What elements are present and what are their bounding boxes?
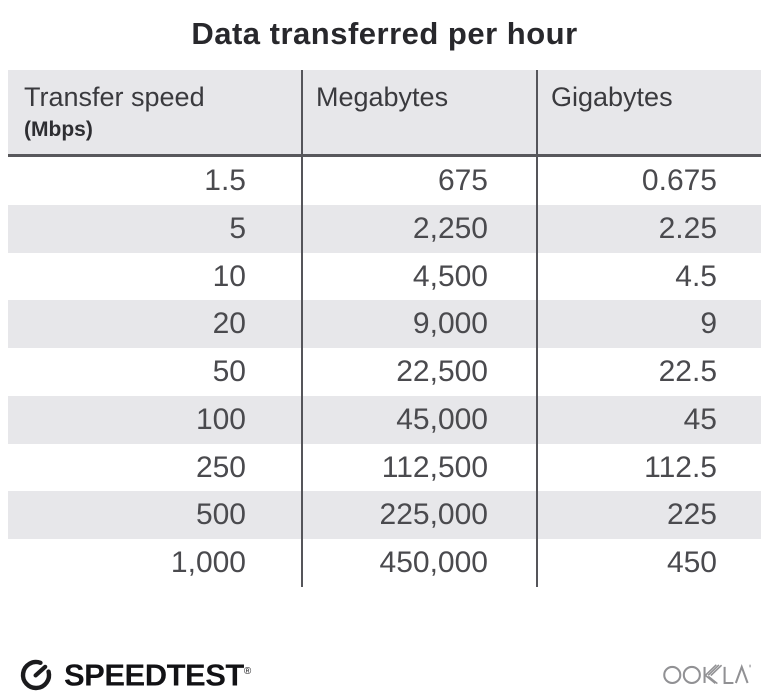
cell-speed: 10 [8,252,303,301]
cell-speed: 500 [8,491,303,540]
header-label-megabytes: Megabytes [316,82,449,112]
table-row: 5 2,250 2.25 [8,204,761,253]
cell-speed: 1.5 [8,157,303,205]
cell-megabytes: 22,500 [303,348,538,396]
cell-megabytes: 112,500 [303,443,538,492]
cell-megabytes: 450,000 [303,539,538,587]
page-title: Data transferred per hour [191,16,578,51]
speedtest-wordmark: SPEEDTEST® [64,657,251,693]
header-cell-gigabytes: Gigabytes [538,70,759,154]
speedtest-logo: SPEEDTEST® [16,652,251,695]
cell-speed: 5 [8,204,303,253]
table-row: 1.5 675 0.675 [8,157,761,205]
cell-gigabytes: 225 [666,498,717,532]
speedtest-gauge-icon [16,654,56,694]
cell-gigabytes: 112.5 [644,450,717,484]
cell-gigabytes: 2.25 [658,211,717,245]
cell-speed: 20 [8,300,303,349]
cell-speed: 1,000 [8,539,303,587]
cell-gigabytes: 45 [683,402,717,436]
ookla-wordmark-icon [663,663,751,685]
cell-gigabytes: 0.675 [641,164,717,197]
cell-gigabytes: 450 [666,546,717,580]
cell-megabytes: 2,250 [303,204,538,253]
cell-speed: 250 [8,443,303,492]
cell-megabytes: 45,000 [303,395,538,444]
data-table: Transfer speed (Mbps) Megabytes Gigabyte… [8,70,761,587]
registered-mark: ® [243,666,251,677]
header-cell-megabytes: Megabytes [303,70,538,154]
cell-speed: 100 [8,395,303,444]
header-sublabel-mbps: (Mbps) [24,118,93,142]
table-row: 50 22,500 22.5 [8,348,761,396]
table-row: 1,000 450,000 450 [8,539,761,587]
header-label-gigabytes: Gigabytes [551,82,673,112]
cell-megabytes: 9,000 [303,300,538,349]
cell-megabytes: 675 [303,157,538,205]
cell-gigabytes: 4.5 [675,259,717,293]
cell-gigabytes: 22.5 [658,355,717,389]
table-row: 10 4,500 4.5 [8,252,761,301]
ookla-logo [662,658,752,693]
cell-megabytes: 225,000 [303,491,538,540]
table-row: 250 112,500 112.5 [8,443,761,492]
header-cell-transfer-speed: Transfer speed (Mbps) [8,70,303,154]
table-row: 100 45,000 45 [8,395,761,444]
table-row: 20 9,000 9 [8,300,761,349]
table-header: Transfer speed (Mbps) Megabytes Gigabyte… [8,70,761,157]
cell-speed: 50 [8,348,303,396]
cell-gigabytes: 9 [700,307,717,341]
cell-megabytes: 4,500 [303,252,538,301]
header-label-transfer-speed: Transfer speed [24,82,205,112]
table-row: 500 225,000 225 [8,491,761,540]
